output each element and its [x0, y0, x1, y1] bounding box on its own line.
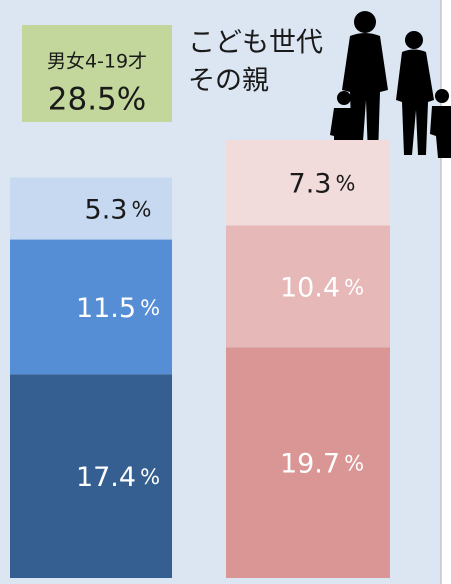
value-number: 10.4: [280, 272, 340, 303]
value-number: 11.5: [76, 292, 136, 323]
bar-label: その親: [188, 66, 269, 97]
bar-label: こども世代: [188, 28, 323, 59]
value-unit: %: [140, 465, 160, 489]
bar-segment: [10, 239, 172, 375]
value-unit: %: [140, 296, 160, 320]
bar-segment: [10, 374, 172, 578]
bar-segment: [226, 225, 390, 348]
value-label: 5.3%: [85, 194, 152, 225]
value-label: 19.7%: [280, 448, 364, 479]
label-box: [22, 25, 172, 122]
value-number: 17.4: [76, 462, 136, 493]
margin: [441, 0, 451, 584]
bar-label: 男女4-19才: [47, 51, 147, 73]
bar-segment: [226, 140, 390, 226]
value-label: 17.4%: [76, 462, 160, 493]
value-label: 10.4%: [280, 272, 364, 303]
value-number: 5.3: [85, 194, 128, 225]
value-unit: %: [344, 452, 364, 476]
value-label: 11.5%: [76, 292, 160, 323]
value-label: 7.3%: [289, 168, 356, 199]
bar-label: 28.5%: [48, 82, 146, 118]
value-unit: %: [335, 172, 355, 196]
value-unit: %: [131, 198, 151, 222]
value-number: 19.7: [280, 448, 340, 479]
value-unit: %: [344, 275, 364, 299]
value-number: 7.3: [289, 168, 332, 199]
bar-segment: [10, 177, 172, 240]
bar-segment: [226, 347, 390, 578]
